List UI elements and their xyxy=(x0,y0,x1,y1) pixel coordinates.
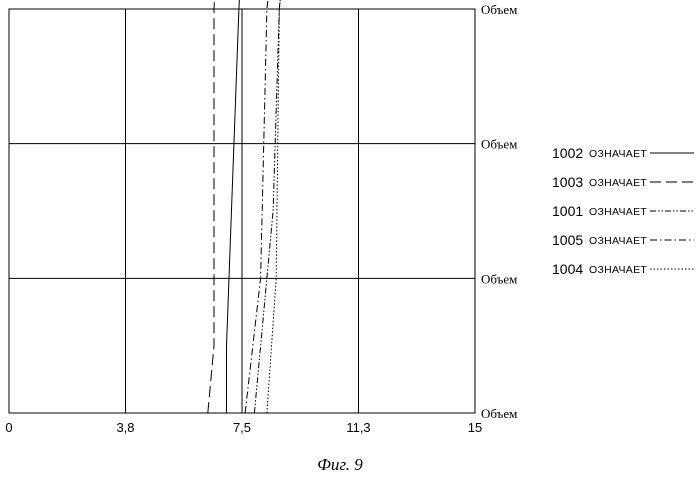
x-axis-ticks: 0 3,8 7,5 11,3 15 xyxy=(5,420,482,435)
legend-word: ОЗНАЧАЕТ xyxy=(589,148,647,160)
figure-caption: Фиг. 9 xyxy=(317,455,363,474)
y-axis-labels: Объем Объем Объем Объем xyxy=(481,2,517,421)
series-line-1004 xyxy=(267,0,295,413)
legend-series-name: 1004 xyxy=(552,261,583,277)
legend-item-1002: 1002 ОЗНАЧАЕТ xyxy=(552,145,694,161)
chart-series xyxy=(208,0,295,413)
legend-word: ОЗНАЧАЕТ xyxy=(589,206,647,218)
x-tick-label: 3,8 xyxy=(116,420,134,435)
legend-word: ОЗНАЧАЕТ xyxy=(589,235,647,247)
legend-series-name: 1001 xyxy=(552,203,583,219)
chart-legend: 1002ОЗНАЧАЕТ1003ОЗНАЧАЕТ1001ОЗНАЧАЕТ1005… xyxy=(552,145,694,277)
x-tick-label: 0 xyxy=(5,420,12,435)
legend-item-1005: 1005 ОЗНАЧАЕТ xyxy=(552,232,694,248)
series-line-1001 xyxy=(254,0,291,413)
legend-item-1001: 1001 ОЗНАЧАЕТ xyxy=(552,203,694,219)
x-tick-label: 7,5 xyxy=(233,420,251,435)
y-axis-label: Объем xyxy=(481,137,517,152)
legend-word: ОЗНАЧАЕТ xyxy=(589,264,647,276)
y-axis-label: Объем xyxy=(481,271,517,286)
legend-series-name: 1002 xyxy=(552,145,583,161)
legend-item-1003: 1003 ОЗНАЧАЕТ xyxy=(552,174,694,190)
legend-series-name: 1005 xyxy=(552,232,583,248)
legend-series-name: 1003 xyxy=(552,174,583,190)
series-line-1003 xyxy=(208,0,221,413)
y-axis-label: Объем xyxy=(481,2,517,17)
legend-word: ОЗНАЧАЕТ xyxy=(589,177,647,189)
y-axis-label: Объем xyxy=(481,406,517,421)
chart-grid xyxy=(9,9,475,413)
legend-item-1004: 1004 ОЗНАЧАЕТ xyxy=(552,261,694,277)
x-tick-label: 11,3 xyxy=(346,420,370,435)
x-tick-label: 15 xyxy=(468,420,482,435)
